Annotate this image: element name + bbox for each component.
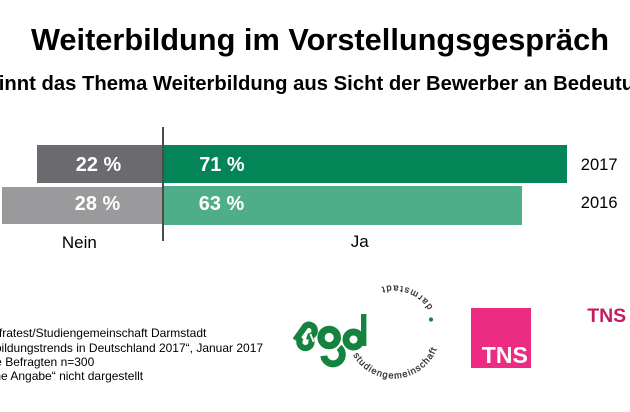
svg-text:studiengemeinschaft: studiengemeinschaft	[351, 345, 439, 381]
svg-text:darmstadt: darmstadt	[379, 283, 435, 311]
